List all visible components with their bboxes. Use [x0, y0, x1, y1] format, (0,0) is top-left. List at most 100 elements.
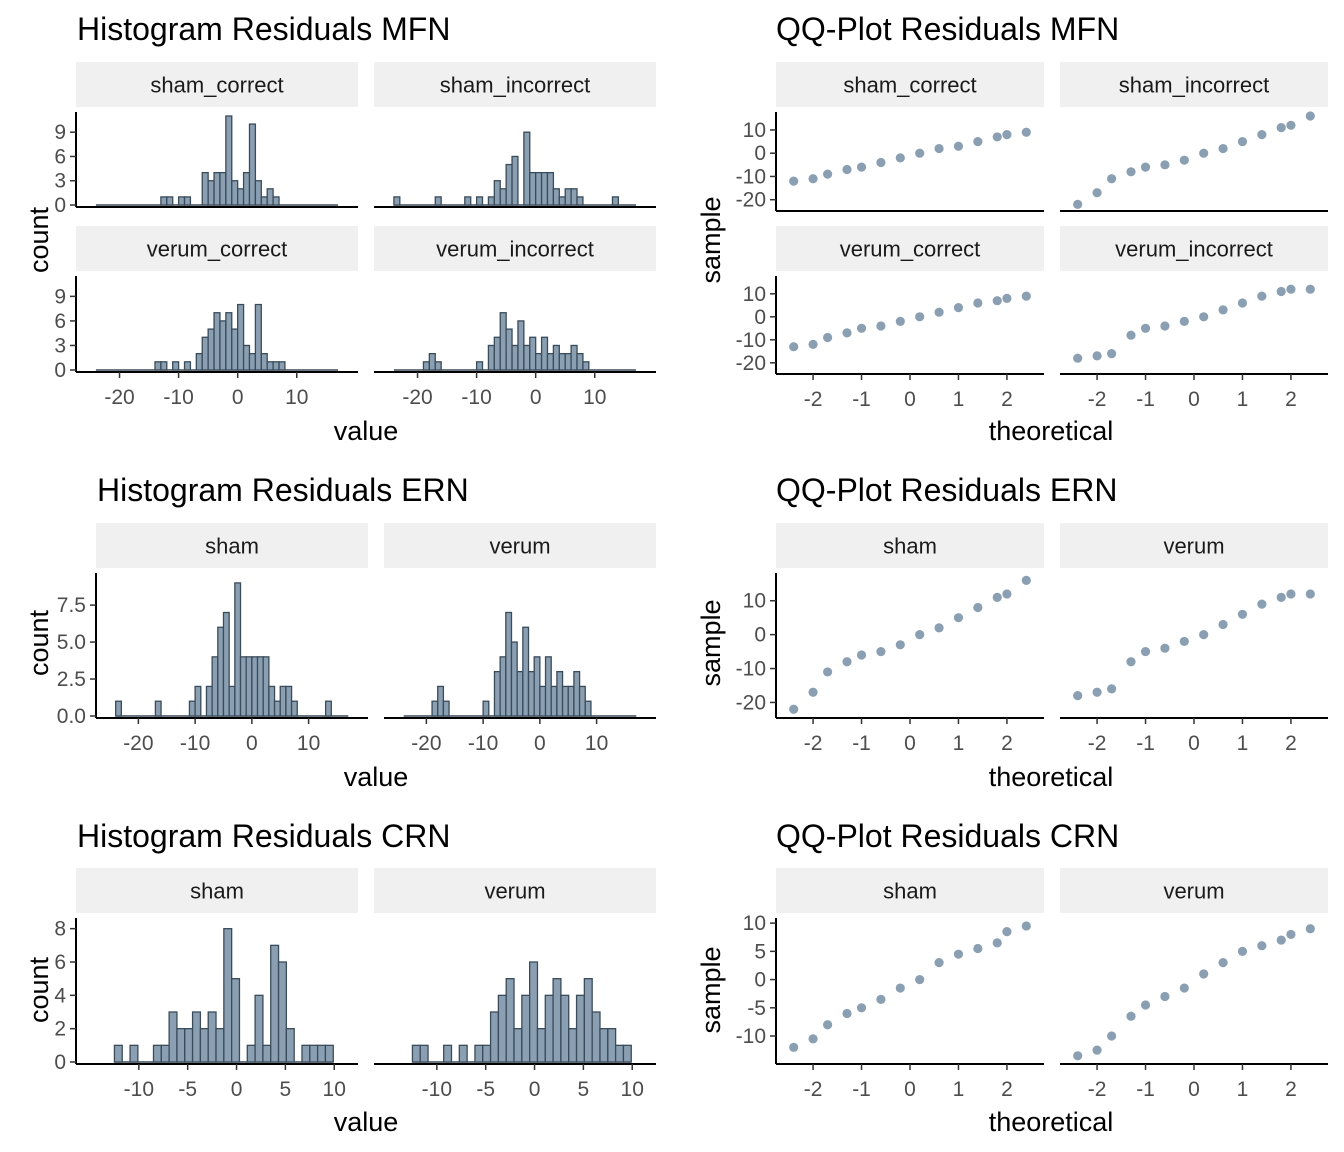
qq-point — [915, 974, 925, 985]
qq-point — [842, 1008, 852, 1019]
x-tick-label: 0 — [904, 732, 916, 755]
qq-point — [1199, 969, 1209, 979]
histogram-bar — [419, 1044, 429, 1063]
qq-point — [1218, 143, 1228, 154]
histogram-bar — [273, 700, 281, 717]
histogram-bar — [309, 1044, 319, 1063]
qq-point — [1021, 127, 1031, 137]
x-tick-label: 1 — [1237, 1078, 1249, 1101]
y-tick-label: 2.5 — [57, 668, 86, 691]
histogram-bar — [272, 361, 280, 371]
histogram-bar — [213, 171, 221, 206]
x-tick-label: 0 — [231, 1078, 243, 1101]
histogram-bar — [536, 1028, 546, 1063]
histogram-bar — [324, 700, 332, 717]
x-tick-label: -20 — [123, 732, 153, 755]
qq-point — [1276, 592, 1286, 602]
histogram-bar — [493, 336, 501, 371]
histogram-bar — [231, 328, 239, 371]
chart-title: Histogram Residuals ERN — [97, 472, 469, 508]
qq-point — [1237, 298, 1248, 308]
strip-label: sham_incorrect — [1119, 73, 1269, 98]
histogram-bar — [219, 320, 227, 371]
panel-verum: verum -10 -5 0 5 10 — [374, 868, 656, 1101]
histogram-bar — [546, 171, 555, 206]
histogram-bar — [188, 700, 196, 717]
qq-point — [1092, 188, 1102, 198]
qq-point — [915, 148, 925, 158]
qq-point — [1257, 291, 1267, 301]
histogram-bar — [568, 1028, 578, 1063]
histogram-bar — [213, 312, 221, 371]
histogram-bar — [523, 131, 531, 206]
histogram-bar — [442, 700, 450, 717]
x-tick-label: 0 — [904, 388, 916, 411]
qq-point — [1276, 286, 1286, 297]
histogram-bar — [260, 196, 268, 206]
histogram-bar — [251, 656, 259, 717]
histogram-bar — [434, 361, 442, 371]
x-axis-title: value — [334, 1107, 399, 1137]
histogram-bar — [207, 180, 215, 206]
qq-point — [1286, 929, 1296, 940]
histogram-bar — [564, 352, 572, 371]
y-tick-label: 7.5 — [57, 594, 86, 617]
histogram-bar — [544, 994, 554, 1063]
qq-point — [823, 667, 833, 677]
histogram-bar — [266, 188, 274, 206]
histogram-bar — [458, 1044, 468, 1063]
histogram-bar — [499, 188, 507, 206]
x-tick-label: -1 — [1136, 732, 1155, 755]
qq-point — [1237, 946, 1248, 956]
qq-point — [876, 646, 886, 657]
histogram-bar — [242, 171, 251, 206]
x-tick-label: 1 — [1237, 732, 1249, 755]
histogram-bar — [248, 123, 257, 206]
y-tick-label: -20 — [736, 691, 766, 714]
histogram-bar — [513, 1028, 523, 1063]
qq-point — [1276, 123, 1286, 133]
strip-background — [1060, 523, 1328, 568]
strip-label: verum_incorrect — [1115, 237, 1273, 262]
histogram-bar — [154, 700, 162, 717]
y-tick-label: 4 — [54, 984, 66, 1007]
histogram-bar — [510, 641, 518, 717]
y-tick-label: 2 — [54, 1018, 66, 1041]
qq-point — [1286, 120, 1296, 130]
qq-point — [1140, 1000, 1151, 1010]
y-tick-label: 6 — [54, 145, 66, 168]
histogram-4: Histogram Residuals CRN sham 0 2 4 6 8 -10 -5 0 5 1… — [24, 818, 656, 1137]
y-tick-label: -10 — [736, 329, 766, 352]
x-tick-label: 0 — [530, 386, 542, 409]
histogram-bar — [489, 1011, 500, 1063]
qq-point — [1107, 1031, 1117, 1041]
histogram-bar — [529, 171, 537, 206]
histogram-bar — [266, 361, 274, 371]
histogram-bar — [591, 1011, 601, 1063]
histogram-bar — [517, 320, 525, 371]
strip-label: verum — [484, 879, 545, 904]
qq-point — [856, 323, 867, 333]
histogram-bar — [316, 1044, 327, 1063]
qq-point — [1179, 636, 1189, 647]
qq-plot-1: QQ-Plot Residuals MFNsham_correct-20-100… — [696, 11, 1328, 446]
qq-point — [953, 949, 964, 959]
histogram-bar — [560, 994, 570, 1063]
histogram-bar — [582, 361, 590, 371]
histogram-bar — [160, 196, 168, 206]
qq-point — [1073, 691, 1083, 701]
histogram-bar — [516, 670, 524, 717]
y-tick-label: 0 — [54, 359, 66, 382]
qq-point — [856, 162, 867, 172]
panel-sham_incorrect: sham_incorrect — [1060, 62, 1328, 212]
qq-point — [1286, 589, 1296, 599]
strip-label: sham_correct — [843, 73, 976, 98]
x-axis-title: theoretical — [989, 1107, 1114, 1137]
strip-label: sham — [190, 879, 244, 904]
y-tick-label: 5 — [754, 940, 766, 963]
histogram-bar — [166, 196, 174, 206]
qq-point — [856, 1003, 867, 1013]
x-tick-label: 0 — [246, 732, 258, 755]
histogram-bar — [254, 180, 262, 206]
